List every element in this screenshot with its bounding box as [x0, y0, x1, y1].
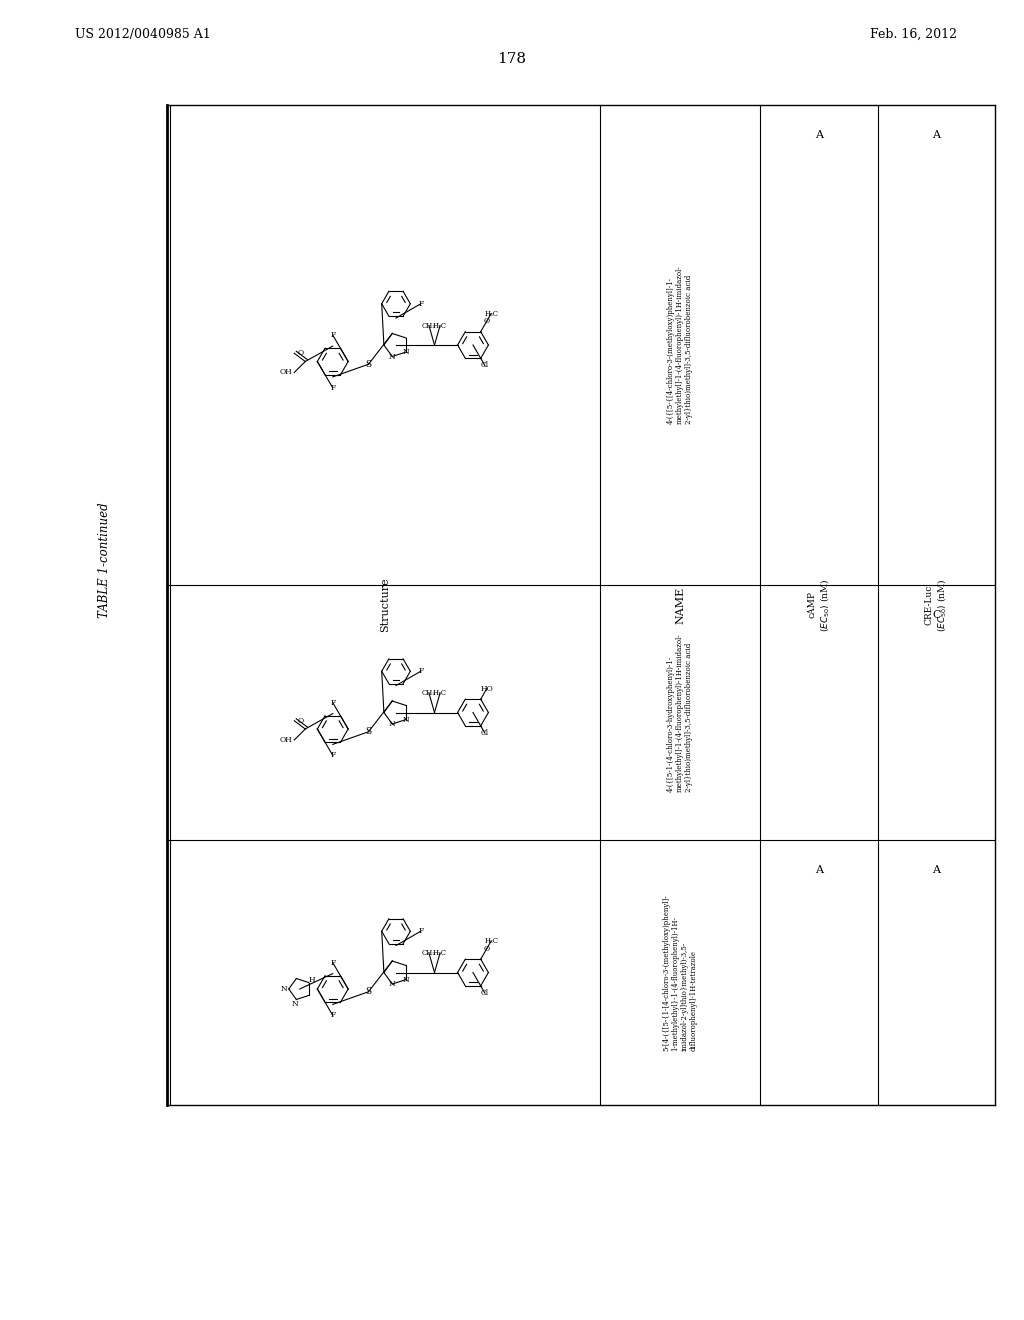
- Text: CH₃: CH₃: [422, 322, 436, 330]
- Text: S: S: [366, 727, 372, 737]
- Text: S: S: [366, 360, 372, 368]
- Text: F: F: [330, 698, 336, 706]
- Text: F: F: [418, 927, 423, 936]
- Text: Cl: Cl: [480, 362, 488, 370]
- Text: 5-[4-({[5-{1-[4-chloro-3-(methyloxy)phenyl]-
1-methylethyl}-1-(4-fluorophenyl)-1: 5-[4-({[5-{1-[4-chloro-3-(methyloxy)phen…: [663, 894, 697, 1051]
- Text: F: F: [330, 384, 336, 392]
- Text: H₃C: H₃C: [433, 949, 447, 957]
- Text: O: O: [483, 945, 489, 953]
- Text: cAMP
$(EC_{50})$ (nM): cAMP $(EC_{50})$ (nM): [807, 578, 830, 632]
- Text: F: F: [330, 958, 336, 966]
- Text: H: H: [309, 975, 315, 983]
- Text: S: S: [366, 987, 372, 997]
- Text: US 2012/0040985 A1: US 2012/0040985 A1: [75, 28, 211, 41]
- Text: NAME: NAME: [675, 586, 685, 623]
- Text: H₃C: H₃C: [484, 937, 498, 945]
- Text: C: C: [932, 610, 941, 620]
- Text: F: F: [330, 331, 336, 339]
- Text: A: A: [933, 129, 940, 140]
- Text: N: N: [402, 348, 410, 356]
- Text: Structure: Structure: [380, 578, 390, 632]
- Text: F: F: [418, 300, 423, 308]
- Text: N: N: [389, 979, 395, 987]
- Text: H₃C: H₃C: [484, 310, 498, 318]
- Text: N: N: [402, 715, 410, 723]
- Text: TABLE 1-continued: TABLE 1-continued: [98, 502, 112, 618]
- Text: A: A: [815, 129, 823, 140]
- Text: A: A: [815, 865, 823, 875]
- Text: Cl: Cl: [480, 729, 488, 737]
- Text: F: F: [418, 667, 423, 676]
- Text: 178: 178: [498, 51, 526, 66]
- Text: F: F: [330, 1011, 336, 1019]
- Text: 4-({[5-1-(4-chloro-3-hydroxyphenyl)-1-
methylethyl]-1-(4-fluorophenyl)-1H-imidaz: 4-({[5-1-(4-chloro-3-hydroxyphenyl)-1- m…: [667, 634, 693, 792]
- Text: N: N: [281, 985, 288, 993]
- Text: N: N: [292, 999, 298, 1007]
- Text: CH₃: CH₃: [422, 949, 436, 957]
- Text: OH: OH: [280, 368, 292, 376]
- Text: 4-({[5-{[4-chloro-3-(methyloxy)phenyl]-1-
methylethyl]-1-(4-fluorophenyl)-1H-imi: 4-({[5-{[4-chloro-3-(methyloxy)phenyl]-1…: [667, 265, 693, 424]
- Text: H₃C: H₃C: [433, 322, 447, 330]
- Text: F: F: [330, 751, 336, 759]
- Text: O: O: [297, 717, 303, 725]
- Text: OH: OH: [280, 737, 292, 744]
- Text: HO: HO: [480, 685, 494, 693]
- Text: CH₃: CH₃: [422, 689, 436, 697]
- Text: CRE-Luc
$(EC_{50})$ (nM): CRE-Luc $(EC_{50})$ (nM): [925, 578, 948, 632]
- Text: N: N: [389, 719, 395, 729]
- Text: A: A: [933, 865, 940, 875]
- Text: Cl: Cl: [480, 989, 488, 997]
- Text: N: N: [389, 352, 395, 360]
- Text: H₃C: H₃C: [433, 689, 447, 697]
- Text: O: O: [297, 350, 303, 358]
- Text: N: N: [402, 975, 410, 983]
- Text: Feb. 16, 2012: Feb. 16, 2012: [870, 28, 957, 41]
- Text: O: O: [483, 317, 489, 325]
